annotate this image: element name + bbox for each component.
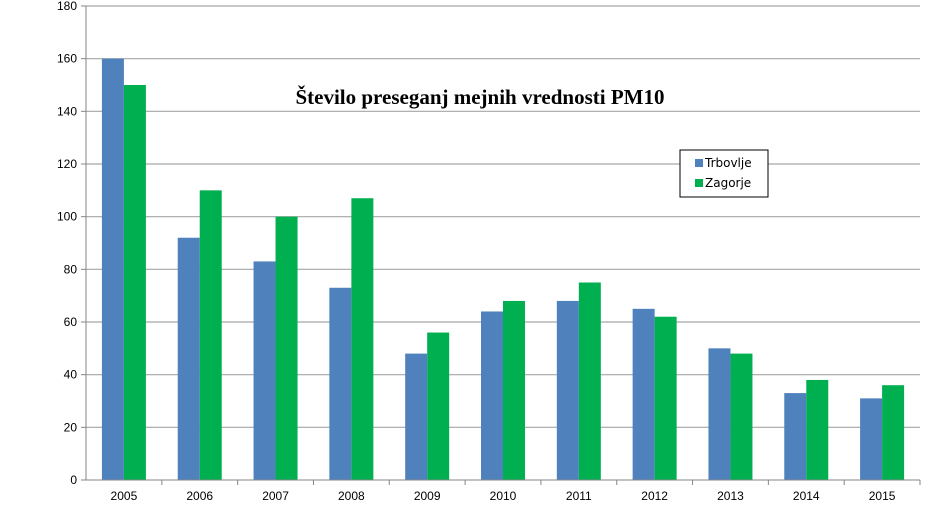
x-tick-label: 2007 bbox=[262, 489, 289, 503]
y-tick-label: 160 bbox=[57, 52, 77, 66]
x-tick-label: 2012 bbox=[641, 489, 668, 503]
bar-trbovlje-2007 bbox=[253, 261, 276, 480]
bar-zagorje-2015 bbox=[882, 385, 905, 480]
bar-zagorje-2014 bbox=[806, 379, 829, 480]
bar-trbovlje-2011 bbox=[556, 300, 579, 480]
x-tick-label: 2005 bbox=[111, 489, 138, 503]
chart-title: Število preseganj mejnih vrednosti PM10 bbox=[295, 85, 664, 109]
y-tick-label: 80 bbox=[64, 262, 78, 276]
bar-zagorje-2010 bbox=[503, 300, 525, 480]
y-tick-label: 120 bbox=[57, 157, 77, 171]
x-tick-label: 2010 bbox=[490, 489, 517, 503]
y-tick-label: 180 bbox=[57, 0, 77, 13]
bar-trbovlje-2006 bbox=[177, 237, 200, 480]
bar-trbovlje-2008 bbox=[329, 287, 352, 480]
x-tick-label: 2015 bbox=[869, 489, 896, 503]
x-tick-label: 2006 bbox=[186, 489, 213, 503]
y-tick-label: 0 bbox=[70, 473, 77, 487]
bar-zagorje-2008 bbox=[351, 198, 374, 480]
bar-zagorje-2009 bbox=[427, 332, 450, 480]
bars bbox=[101, 58, 905, 481]
y-tick-label: 60 bbox=[64, 315, 78, 329]
bar-zagorje-2013 bbox=[730, 353, 753, 480]
y-tick-label: 100 bbox=[57, 210, 77, 224]
bar-trbovlje-2012 bbox=[632, 308, 655, 480]
bar-zagorje-2006 bbox=[199, 190, 222, 481]
x-tick-label: 2011 bbox=[566, 489, 592, 503]
y-tick-labels: 0 20 40 60 80 100 120 140 160 180 bbox=[57, 0, 77, 487]
y-tick-label: 40 bbox=[64, 368, 78, 382]
axes bbox=[81, 5, 921, 485]
bar-trbovlje-2009 bbox=[405, 353, 428, 480]
bar-trbovlje-2014 bbox=[784, 393, 807, 480]
x-tick-label: 2014 bbox=[793, 489, 820, 503]
bar-trbovlje-2013 bbox=[708, 348, 731, 480]
gridlines bbox=[86, 5, 920, 428]
bar-zagorje-2012 bbox=[654, 316, 677, 480]
x-tick-label: 2009 bbox=[414, 489, 441, 503]
x-tick-labels: 2005 2006 2007 2008 2009 2010 2011 2012 2013 2014… bbox=[111, 489, 896, 503]
bar-trbovlje-2010 bbox=[481, 311, 503, 480]
bar-trbovlje-2005 bbox=[101, 58, 124, 481]
x-tick-label: 2013 bbox=[717, 489, 744, 503]
y-tick-label: 20 bbox=[64, 420, 78, 434]
legend: Trbovlje Zagorje bbox=[679, 149, 769, 198]
bar-zagorje-2007 bbox=[275, 216, 298, 480]
legend-label-zagorje: Zagorje bbox=[705, 176, 751, 190]
x-tick-label: 2008 bbox=[338, 489, 365, 503]
bar-zagorje-2011 bbox=[578, 282, 601, 480]
legend-swatch-zagorje bbox=[695, 179, 703, 187]
y-tick-label: 140 bbox=[57, 104, 77, 118]
legend-label-trbovlje: Trbovlje bbox=[704, 156, 752, 170]
bar-trbovlje-2015 bbox=[860, 398, 883, 480]
legend-swatch-trbovlje bbox=[695, 159, 703, 167]
bar-zagorje-2005 bbox=[123, 85, 146, 480]
